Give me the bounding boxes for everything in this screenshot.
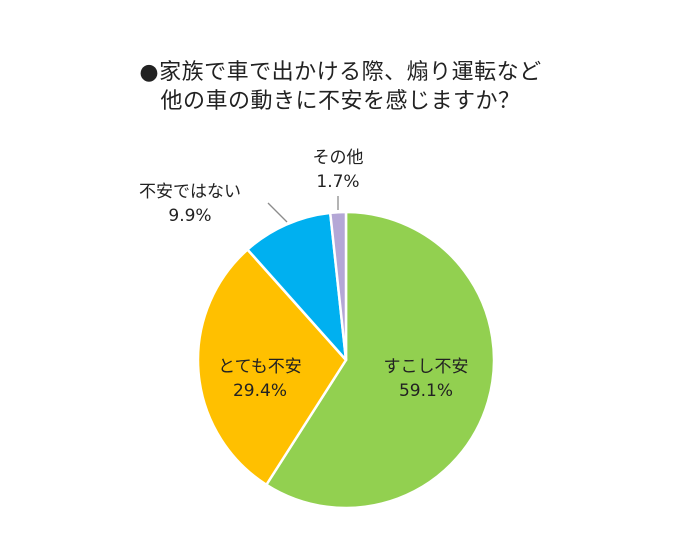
pie-slice-1 <box>265 210 496 510</box>
chart-title-line-1: ●家族で車で出かける際、煽り運転など <box>139 60 542 85</box>
pie-slice-3 <box>246 211 348 362</box>
slice-label-2: とても不安 <box>218 357 302 377</box>
slice-label-4: その他 <box>313 148 364 168</box>
slice-label-1: すこし不安 <box>384 357 469 377</box>
slice-value-4: 1.7% <box>316 172 359 192</box>
slice-value-3: 9.9% <box>168 206 211 226</box>
pie-slice-2 <box>196 248 348 487</box>
pie-slice-4 <box>328 210 348 362</box>
chart-title-line-2: 他の車の動きに不安を感じますか？ <box>160 89 521 114</box>
slice-value-1: 59.1% <box>399 381 453 401</box>
leader-line-3 <box>267 202 288 223</box>
slice-label-3: 不安ではない <box>139 182 241 202</box>
slice-value-2: 29.4% <box>233 381 287 401</box>
